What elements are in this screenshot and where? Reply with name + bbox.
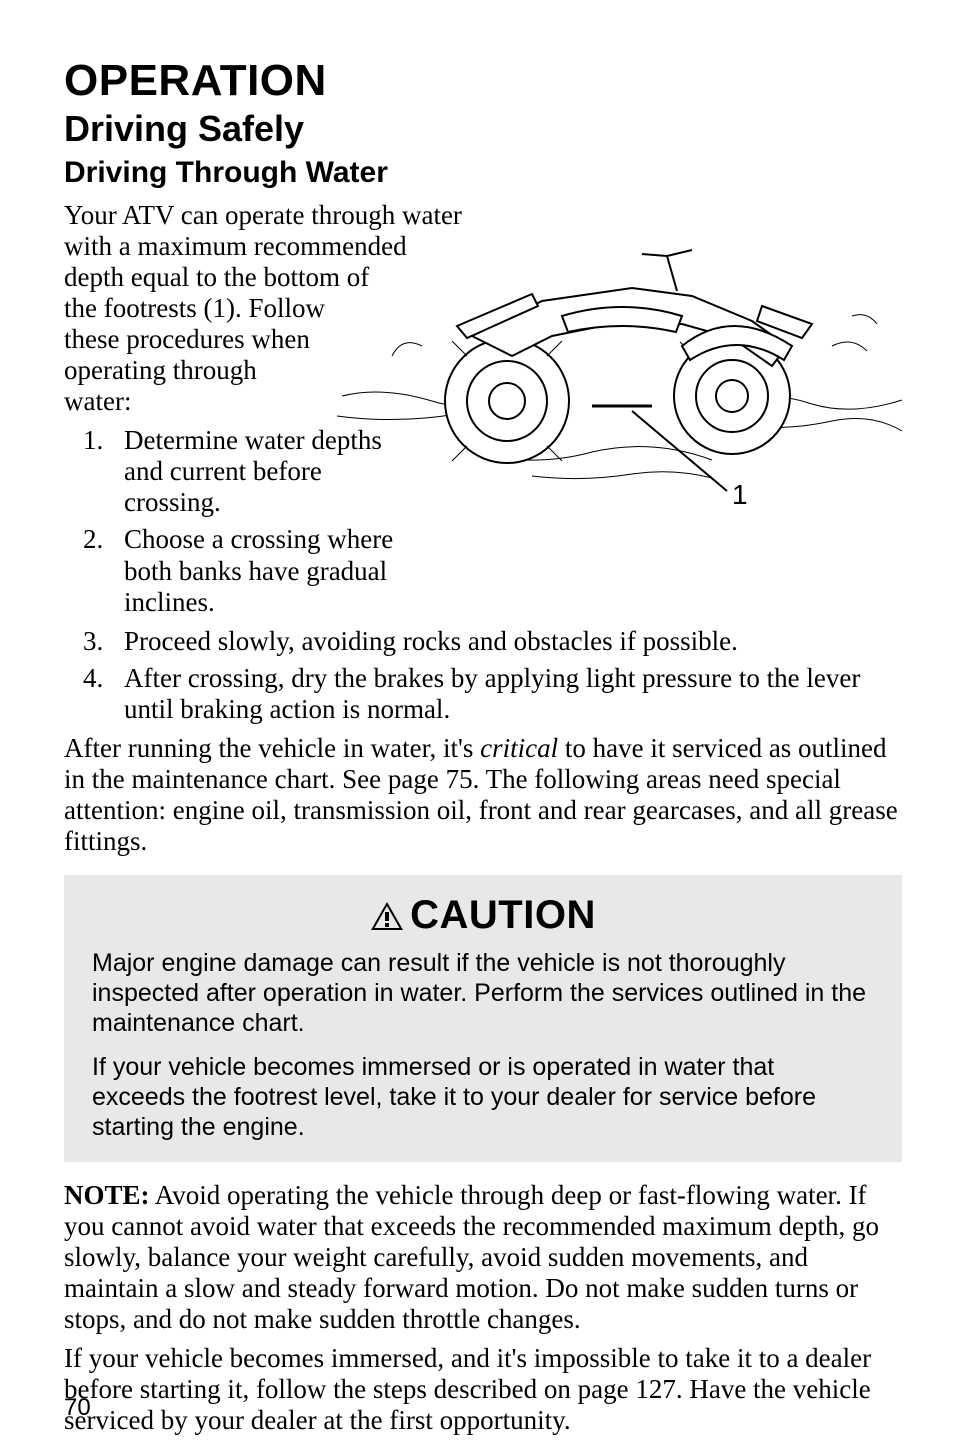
- heading-operation: OPERATION: [64, 56, 902, 106]
- note-paragraph: NOTE: Avoid operating the vehicle throug…: [64, 1180, 902, 1335]
- steps-list-lower: Proceed slowly, avoiding rocks and obsta…: [64, 626, 902, 725]
- warning-icon: [370, 901, 404, 931]
- step-text: After crossing, dry the brakes by applyi…: [124, 663, 860, 724]
- step-text: Choose a crossing where both banks have …: [124, 524, 434, 617]
- closing-paragraph: If your vehicle becomes immersed, and it…: [64, 1343, 902, 1436]
- caution-title: CAUTION: [92, 893, 874, 938]
- manual-page: OPERATION Driving Safely Driving Through…: [0, 0, 954, 1454]
- intro-section: Your ATV can operate through water with …: [64, 200, 902, 618]
- caution-paragraph: If your vehicle becomes immersed or is o…: [92, 1052, 874, 1142]
- page-number: 70: [64, 1394, 91, 1422]
- atv-water-illustration: 1: [332, 206, 912, 526]
- note-label: NOTE:: [64, 1180, 150, 1210]
- step-item: Proceed slowly, avoiding rocks and obsta…: [110, 626, 902, 657]
- step-text: Proceed slowly, avoiding rocks and obsta…: [124, 626, 738, 656]
- step-item: Choose a crossing where both banks have …: [110, 524, 902, 617]
- text-run: After running the vehicle in water, it's: [64, 733, 480, 763]
- callout-number: 1: [732, 479, 748, 510]
- heading-driving-safely: Driving Safely: [64, 108, 902, 150]
- note-text: Avoid operating the vehicle through deep…: [64, 1180, 879, 1334]
- after-steps-paragraph: After running the vehicle in water, it's…: [64, 733, 902, 857]
- text-italic: critical: [480, 733, 558, 763]
- caution-box: CAUTION Major engine damage can result i…: [64, 875, 902, 1162]
- step-item: After crossing, dry the brakes by applyi…: [110, 663, 902, 725]
- caution-paragraph: Major engine damage can result if the ve…: [92, 948, 874, 1038]
- heading-driving-through-water: Driving Through Water: [64, 156, 902, 190]
- caution-title-text: CAUTION: [410, 893, 596, 937]
